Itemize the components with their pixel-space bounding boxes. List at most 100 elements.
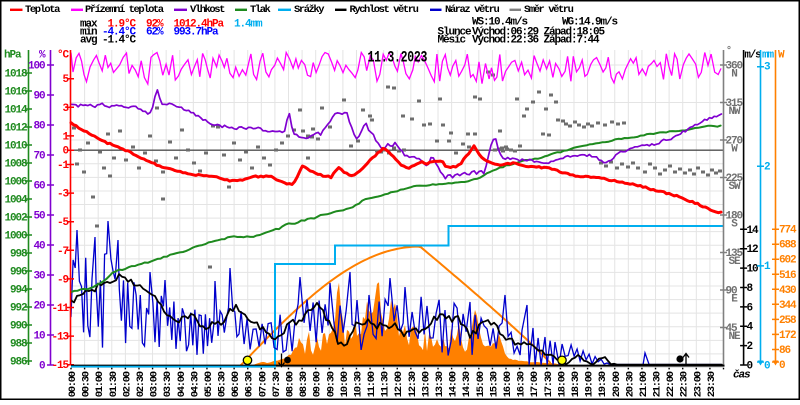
svg-text:Teplota: Teplota (25, 4, 61, 16)
svg-text:60: 60 (33, 181, 45, 193)
svg-text:1002: 1002 (4, 213, 27, 225)
svg-text:Přízemní teplota: Přízemní teplota (85, 4, 165, 16)
svg-text:04:30: 04:30 (189, 371, 201, 397)
svg-text:2: 2 (764, 161, 770, 173)
svg-text:N: N (731, 69, 737, 81)
svg-text:02:30: 02:30 (135, 371, 147, 397)
svg-text:90: 90 (33, 91, 45, 103)
svg-text:18:30: 18:30 (570, 371, 582, 397)
svg-text:06:00: 06:00 (230, 371, 242, 397)
svg-text:-9: -9 (57, 274, 69, 286)
svg-text:17:00: 17:00 (529, 371, 541, 397)
svg-text:1.9°C: 1.9°C (108, 19, 137, 31)
svg-text:Rychlost větru: Rychlost větru (350, 4, 419, 16)
svg-text:20:30: 20:30 (624, 371, 636, 397)
svg-text:1012.4hPa: 1012.4hPa (174, 19, 225, 31)
svg-text:172: 172 (779, 330, 796, 342)
svg-text:86: 86 (779, 345, 791, 357)
svg-text:225: 225 (726, 173, 744, 185)
svg-text:max: max (80, 19, 98, 31)
svg-text:WG:14.9m/s: WG:14.9m/s (562, 17, 618, 29)
svg-text:-3: -3 (57, 189, 70, 201)
svg-text:14:00: 14:00 (448, 371, 460, 397)
svg-text:Vlhkost: Vlhkost (190, 4, 225, 16)
svg-text:30: 30 (33, 271, 45, 283)
svg-text:07:00: 07:00 (257, 371, 269, 397)
svg-text:Východ:22:36: Východ:22:36 (472, 35, 539, 47)
svg-text:W: W (731, 144, 738, 156)
svg-text:1000: 1000 (4, 231, 27, 243)
svg-text:11.3.2023: 11.3.2023 (368, 49, 428, 67)
svg-text:13:30: 13:30 (434, 371, 446, 397)
svg-text:Srážky: Srážky (294, 4, 325, 16)
svg-text:09:30: 09:30 (325, 371, 337, 397)
svg-text:1006: 1006 (4, 177, 27, 189)
svg-text:992: 992 (10, 303, 27, 315)
svg-text:0: 0 (62, 146, 68, 158)
svg-text:688: 688 (779, 240, 797, 252)
svg-text:-11: -11 (51, 303, 69, 315)
svg-text:1: 1 (62, 131, 69, 143)
svg-text:22:00: 22:00 (665, 371, 677, 397)
svg-text:06:30: 06:30 (244, 371, 256, 397)
svg-text:-1: -1 (57, 160, 70, 172)
svg-text:mm: mm (762, 50, 775, 62)
svg-text:5: 5 (62, 74, 69, 86)
svg-text:15:30: 15:30 (488, 371, 500, 397)
svg-text:10:00: 10:00 (339, 371, 351, 397)
svg-text:180: 180 (726, 211, 743, 223)
svg-text:-4.4°C: -4.4°C (102, 27, 137, 39)
svg-text:m/s: m/s (745, 50, 761, 62)
svg-text:21:30: 21:30 (652, 371, 664, 397)
svg-text:430: 430 (779, 285, 796, 297)
svg-text:10:30: 10:30 (353, 371, 365, 397)
svg-text:18:00: 18:00 (556, 371, 568, 397)
svg-text:315: 315 (726, 98, 744, 110)
svg-text:11:00: 11:00 (366, 371, 378, 397)
svg-text:05:30: 05:30 (217, 371, 229, 397)
svg-text:08:00: 08:00 (285, 371, 297, 397)
svg-text:S: S (731, 219, 738, 231)
svg-text:994: 994 (10, 285, 28, 297)
svg-text:13:00: 13:00 (420, 371, 432, 397)
svg-text:998: 998 (10, 249, 28, 261)
svg-text:°: ° (726, 45, 731, 57)
svg-text:988: 988 (10, 339, 28, 351)
svg-text:986: 986 (10, 357, 27, 369)
svg-text:270: 270 (726, 136, 743, 148)
svg-text:40: 40 (33, 241, 45, 253)
svg-text:NE: NE (728, 331, 741, 343)
svg-text:602: 602 (779, 255, 796, 267)
svg-text:15:00: 15:00 (475, 371, 487, 397)
svg-text:50: 50 (33, 211, 45, 223)
svg-text:21:00: 21:00 (638, 371, 650, 397)
svg-text:774: 774 (779, 225, 797, 237)
svg-text:03:00: 03:00 (149, 371, 161, 397)
svg-text:min: min (80, 27, 97, 39)
svg-text:WS:10.4m/s: WS:10.4m/s (472, 17, 528, 29)
svg-text:90: 90 (726, 286, 738, 298)
svg-text:990: 990 (10, 321, 27, 333)
svg-text:12:00: 12:00 (393, 371, 405, 397)
svg-text:10: 10 (747, 264, 759, 276)
svg-text:01:30: 01:30 (108, 371, 120, 397)
svg-text:344: 344 (779, 300, 797, 312)
svg-text:23:00: 23:00 (692, 371, 704, 397)
svg-text:6: 6 (747, 302, 753, 314)
svg-text:0: 0 (764, 361, 770, 373)
svg-text:-1.4°C: -1.4°C (102, 35, 137, 47)
svg-text:996: 996 (10, 267, 27, 279)
svg-text:20:00: 20:00 (611, 371, 623, 397)
svg-text:11:30: 11:30 (380, 371, 392, 397)
svg-text:%: % (39, 50, 46, 62)
svg-text:12: 12 (747, 244, 759, 256)
svg-text:20: 20 (33, 301, 45, 313)
svg-text:avg: avg (80, 35, 97, 47)
svg-text:-7: -7 (57, 246, 69, 258)
svg-text:14: 14 (747, 225, 760, 237)
svg-text:01:00: 01:00 (94, 371, 106, 397)
svg-text:19:30: 19:30 (597, 371, 609, 397)
svg-text:100: 100 (28, 61, 45, 73)
svg-text:SW: SW (728, 181, 741, 193)
svg-text:16:00: 16:00 (502, 371, 514, 397)
